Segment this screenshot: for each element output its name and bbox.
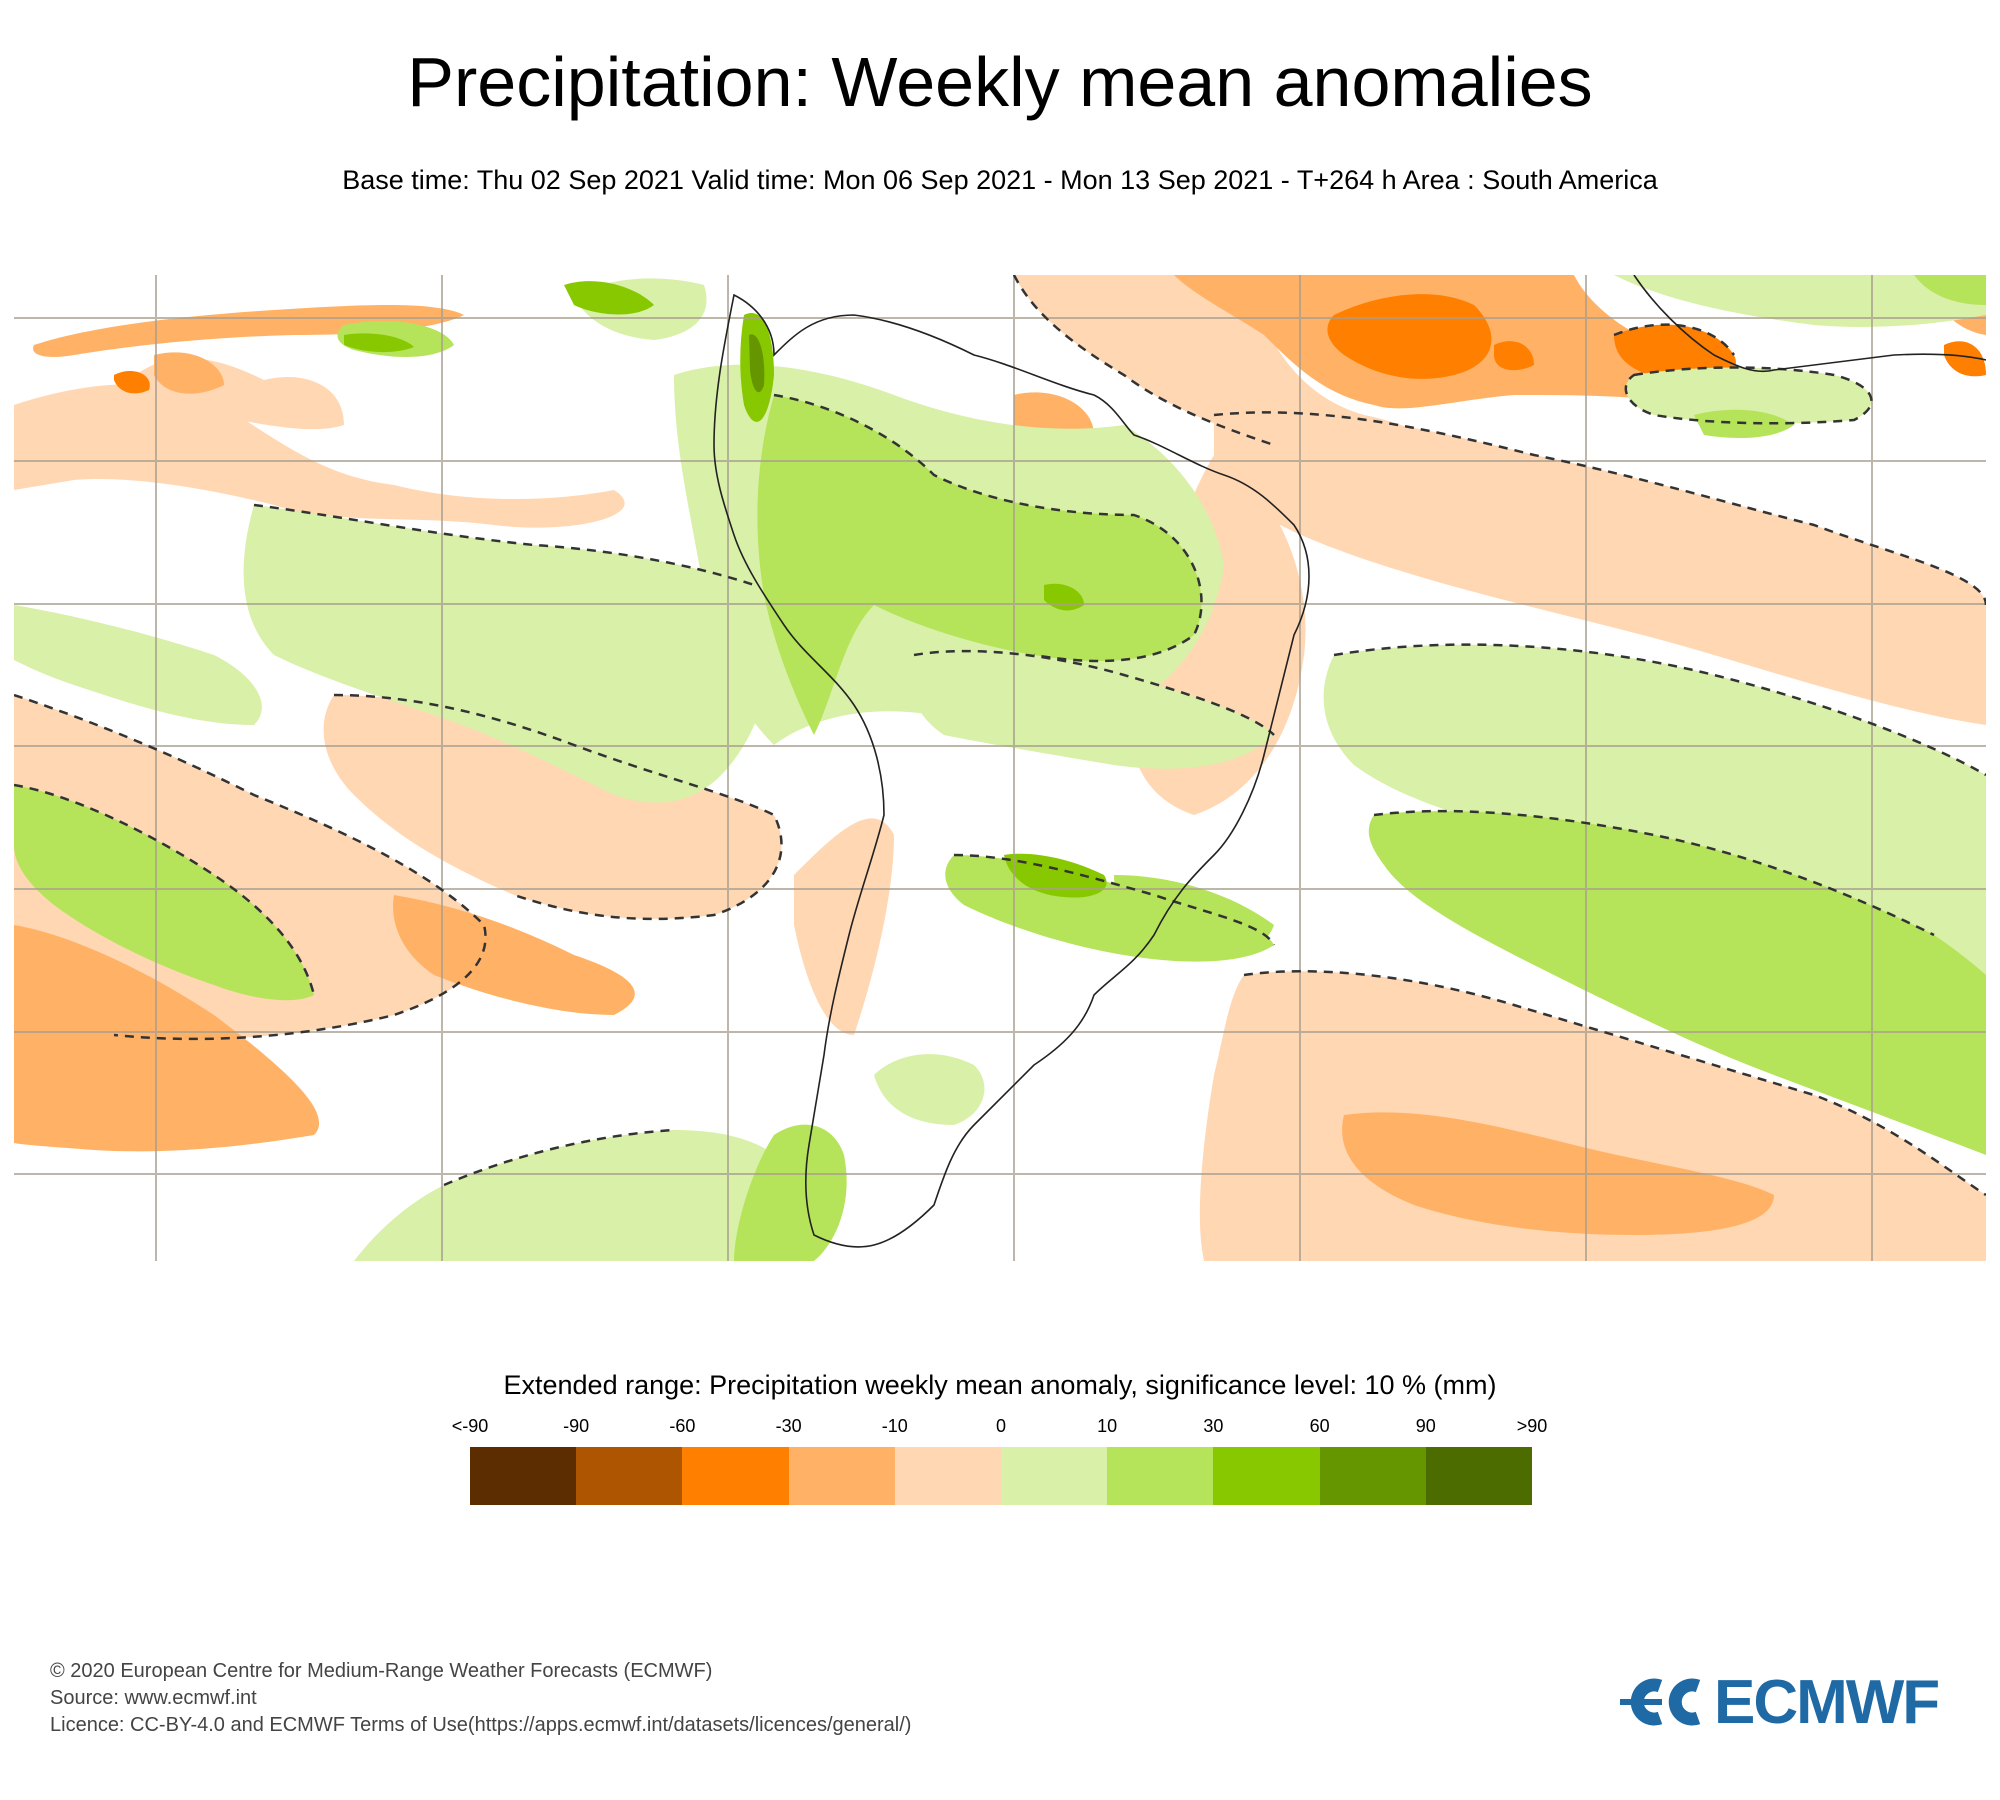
footer: © 2020 European Centre for Medium-Range … <box>50 1658 911 1739</box>
legend-swatch <box>1001 1447 1108 1505</box>
chart-title: Precipitation: Weekly mean anomalies <box>407 43 1593 121</box>
graticule <box>14 275 1986 1261</box>
legend-label: 0 <box>995 1416 1007 1436</box>
legend-label: 60 <box>1309 1416 1330 1436</box>
legend-label: -60 <box>669 1416 696 1436</box>
ecmwf-logo: ECMWF <box>1620 1668 1950 1737</box>
legend-swatch <box>1107 1447 1214 1505</box>
legend-label: -10 <box>881 1416 908 1436</box>
legend-label: -90 <box>563 1416 590 1436</box>
significance-contours <box>14 275 1986 1197</box>
legend-label: <-90 <box>451 1416 489 1436</box>
anomaly-layer-60-90 <box>749 334 765 393</box>
ecmwf-logo-icon <box>1620 1678 1701 1726</box>
legend-swatch <box>1319 1447 1426 1505</box>
legend-swatch <box>788 1447 895 1505</box>
chart-subtitle: Base time: Thu 02 Sep 2021 Valid time: M… <box>342 165 1658 195</box>
legend-swatch <box>1213 1447 1320 1505</box>
licence-text: Licence: CC-BY-4.0 and ECMWF Terms of Us… <box>50 1714 912 1736</box>
legend-label: 30 <box>1203 1416 1224 1436</box>
legend-label: >90 <box>1516 1416 1548 1436</box>
logo-text: ECMWF <box>1714 1667 1940 1737</box>
legend-label: -30 <box>775 1416 802 1436</box>
coastlines <box>713 275 1986 1248</box>
legend-label: 90 <box>1415 1416 1436 1436</box>
source-text: Source: www.ecmwf.int <box>50 1687 257 1709</box>
legend-label: 10 <box>1097 1416 1118 1436</box>
legend-labels: <-90 -90 -60 -30 -10 0 10 30 60 90 >90 <box>452 1416 1548 1440</box>
legend-swatch <box>682 1447 789 1505</box>
legend-swatch <box>470 1447 577 1505</box>
legend-title: Extended range: Precipitation weekly mea… <box>503 1370 1497 1400</box>
copyright-text: © 2020 European Centre for Medium-Range … <box>50 1660 713 1682</box>
legend-swatch <box>576 1447 683 1505</box>
precipitation-anomaly-map <box>14 275 1986 1261</box>
anomaly-layer-10-30 <box>14 275 1986 1261</box>
legend-colorbar <box>470 1447 1533 1505</box>
legend-swatch <box>894 1447 1002 1505</box>
legend-swatch <box>1425 1447 1533 1505</box>
